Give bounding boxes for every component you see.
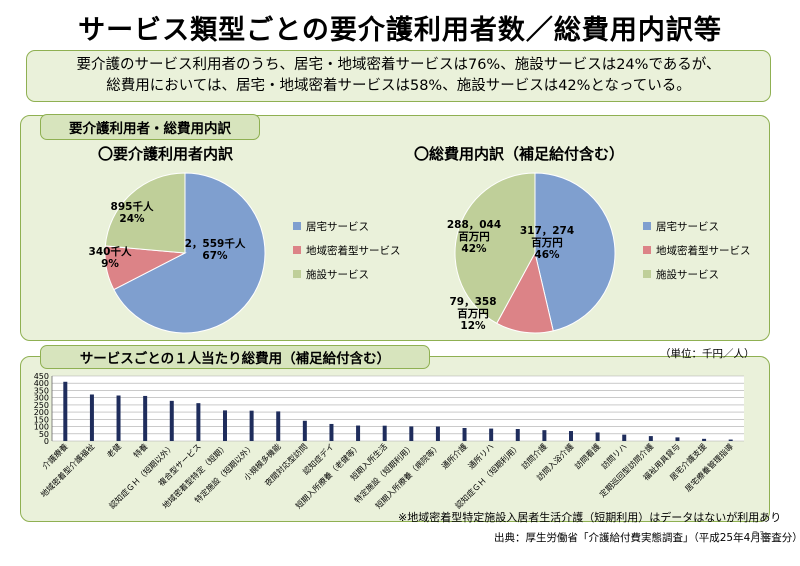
y-tick-label: 450 [34, 372, 49, 381]
source-note: 出典：厚生労働省「介護給付費実態調査」（平成25年4月審査分） [494, 532, 800, 544]
y-tick-label: 0 [44, 437, 49, 446]
unit-note: （単位：千円／人） [660, 348, 755, 360]
x-tick-label: 居宅療養管理指導 [683, 441, 735, 493]
legend-swatch [643, 222, 651, 230]
y-tick-label: 100 [34, 423, 49, 432]
pie-slice-percent-label: 67% [202, 250, 228, 262]
bar [116, 395, 121, 441]
x-tick-label: 訪問看護 [572, 441, 602, 471]
bar [648, 436, 653, 441]
bar [675, 437, 680, 441]
legend-label: 居宅サービス [306, 220, 369, 233]
y-tick-label: 350 [34, 386, 49, 395]
legend-label: 居宅サービス [656, 220, 719, 233]
bar [89, 394, 94, 441]
summary-box: 要介護のサービス利用者のうち、居宅・地域密着サービスは76%、施設サービスは24… [26, 50, 771, 102]
bar [462, 428, 467, 441]
bar [143, 395, 148, 441]
pie-slice [454, 172, 536, 324]
legend-swatch [643, 270, 651, 278]
pie-slice-value-label: 340千人 [89, 245, 132, 258]
summary-line-2: 総費用においては、居宅・地域密着サービスは58%、施設サービスは42%となってい… [106, 78, 691, 94]
legend-swatch [293, 246, 301, 254]
y-tick-label: 400 [34, 379, 49, 388]
pie-slice-value-label: 百万円 [531, 237, 563, 249]
bar [542, 430, 547, 441]
pie-slice-value-label: 288，044 [447, 219, 501, 231]
bar [382, 425, 387, 441]
page-title: サービス類型ごとの要介護利用者数／総費用内訳等 [78, 15, 722, 46]
pie-slice-value-label: 895千人 [111, 200, 154, 213]
pie-slice [104, 172, 186, 254]
bar [63, 381, 68, 441]
bar [169, 400, 174, 441]
y-tick-label: 50 [39, 430, 49, 439]
bar [356, 425, 361, 441]
pie-slice-value-label: 百万円 [457, 308, 489, 320]
footnote: ※地域密着型特定施設入居者生活介護（短期利用）はデータはないが利用あり [398, 511, 782, 524]
pie-slice-value-label: 百万円 [458, 231, 490, 243]
pie-slice [113, 172, 266, 334]
top-panel-label: 要介護利用者・総費用内訳 [40, 114, 260, 140]
x-tick-label: 特養 [131, 441, 149, 459]
y-tick-label: 300 [34, 394, 49, 403]
pie-slice [534, 172, 616, 332]
bar [569, 431, 573, 441]
pie-slice-percent-label: 9% [101, 258, 119, 270]
legend-swatch [293, 270, 301, 278]
pie-slice-percent-label: 46% [534, 249, 560, 261]
x-tick-label: 老健 [105, 441, 123, 459]
pie-slice-percent-label: 42% [461, 243, 487, 255]
bar [515, 429, 520, 441]
page-number: 21 [752, 529, 766, 542]
bar [409, 426, 414, 441]
y-tick-label: 150 [34, 415, 49, 424]
pie-slice-percent-label: 12% [460, 320, 486, 332]
bar [702, 438, 707, 441]
cost-pie-chart: 317，274百万円46%79，358百万円12%288，044百万円42%居宅… [447, 172, 751, 334]
pie-slice-percent-label: 24% [119, 213, 145, 225]
legend-label: 地域密着型サービス [656, 244, 751, 257]
x-tick-label: 通所介護 [439, 441, 469, 471]
legend-label: 施設サービス [306, 268, 369, 281]
y-tick-label: 200 [34, 408, 49, 417]
bar [329, 423, 334, 441]
bar [223, 410, 227, 441]
pie-slice-value-label: 2，559千人 [185, 237, 246, 250]
bar [622, 434, 627, 441]
legend-swatch [643, 246, 651, 254]
legend-swatch [293, 222, 301, 230]
legend-label: 地域密着型サービス [306, 244, 401, 257]
bar [435, 426, 440, 441]
cost-per-user-bar-chart: 050100150200250300350400450介護療養地域密着型介護福祉… [34, 372, 744, 511]
pie-slice-value-label: 317，274 [520, 225, 574, 237]
y-tick-label: 250 [34, 401, 49, 410]
pie-slice-value-label: 79，358 [449, 296, 496, 308]
left-pie-title: 〇要介護利用者内訳 [98, 145, 234, 163]
bottom-panel-label: サービスごとの１人当たり総費用（補足給付含む） [40, 345, 430, 369]
bar [595, 432, 600, 441]
plot-area [52, 376, 744, 441]
bar [196, 403, 201, 441]
bar [489, 428, 494, 441]
bar [249, 410, 254, 441]
legend-label: 施設サービス [656, 268, 719, 281]
bar [302, 420, 307, 441]
bar [728, 439, 733, 441]
summary-line-1: 要介護のサービス利用者のうち、居宅・地域密着サービスは76%、施設サービスは24… [76, 57, 721, 73]
right-pie-title: 〇総費用内訳（補足給付含む） [414, 145, 625, 163]
bar [276, 411, 281, 441]
